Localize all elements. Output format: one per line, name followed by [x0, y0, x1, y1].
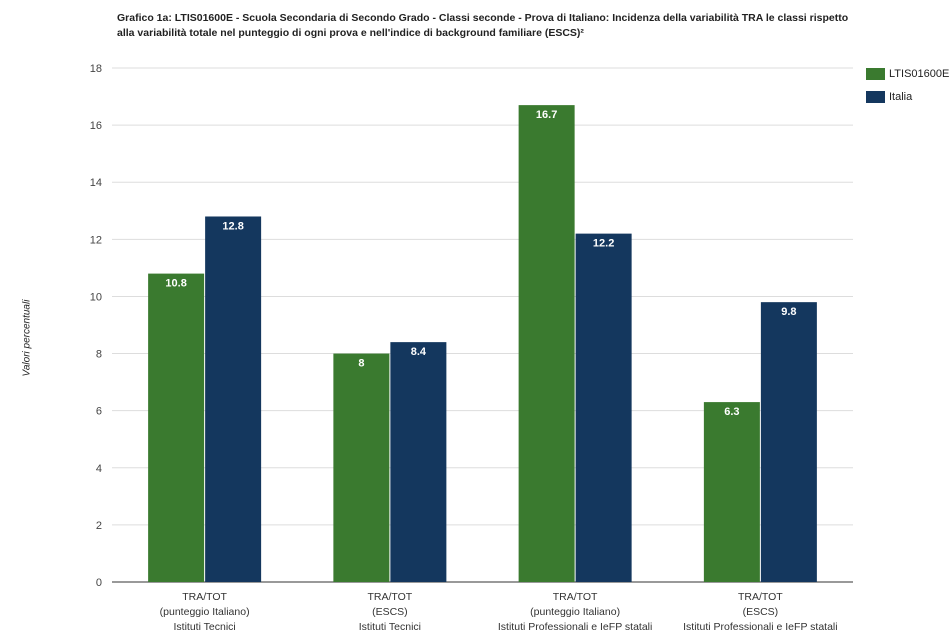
bar-ltis01600e: [333, 353, 390, 582]
y-tick-label: 14: [90, 177, 102, 189]
x-tick-label: Istituti Professionali e IeFP statali: [683, 621, 837, 633]
data-label: 12.8: [222, 220, 243, 232]
bar-italia: [205, 216, 262, 582]
data-label: 12.2: [593, 238, 614, 250]
data-label: 16.7: [536, 109, 557, 121]
y-tick-label: 6: [96, 406, 102, 418]
legend-label-ltis01600e: LTIS01600E: [889, 68, 950, 80]
x-tick-label: Istituti Tecnici: [174, 621, 236, 633]
y-tick-label: 16: [90, 120, 102, 132]
x-tick-label: TRA/TOT: [368, 591, 413, 603]
bar-italia: [760, 302, 817, 582]
legend-swatch-ltis01600e: [866, 68, 885, 80]
data-label: 8: [358, 358, 364, 370]
y-tick-label: 12: [90, 234, 102, 246]
x-tick-label: TRA/TOT: [553, 591, 598, 603]
bar-ltis01600e: [703, 402, 760, 582]
chart-title-line-1: Grafico 1a: LTIS01600E - Scuola Secondar…: [117, 12, 849, 24]
x-tick-label: (punteggio Italiano): [160, 606, 250, 618]
legend: LTIS01600E Italia: [866, 66, 949, 112]
legend-swatch-italia: [866, 91, 885, 103]
bar-italia: [390, 342, 447, 582]
legend-item-italia: Italia: [866, 89, 949, 105]
chart-title: Grafico 1a: LTIS01600E - Scuola Secondar…: [117, 11, 862, 41]
data-label: 6.3: [724, 406, 739, 418]
legend-item-ltis01600e: LTIS01600E: [866, 66, 949, 82]
x-tick-label: Istituti Tecnici: [359, 621, 421, 633]
y-tick-label: 2: [96, 520, 102, 532]
x-tick-label: Istituti Professionali e IeFP statali: [498, 621, 652, 633]
x-tick-label: TRA/TOT: [182, 591, 227, 603]
legend-label-italia: Italia: [889, 91, 913, 103]
data-label: 9.8: [781, 306, 796, 318]
data-label: 8.4: [411, 346, 427, 358]
y-tick-label: 8: [96, 349, 102, 361]
x-tick-label: TRA/TOT: [738, 591, 783, 603]
bar-italia: [575, 233, 632, 582]
bar-ltis01600e: [518, 105, 575, 582]
data-label: 10.8: [165, 278, 186, 290]
x-tick-label: (punteggio Italiano): [530, 606, 620, 618]
chart-title-line-2: alla variabilità totale nel punteggio di…: [117, 27, 584, 39]
bar-ltis01600e: [148, 273, 205, 582]
y-tick-label: 18: [90, 63, 102, 75]
y-tick-label: 4: [96, 463, 102, 475]
y-tick-label: 0: [96, 577, 102, 589]
y-tick-label: 10: [90, 291, 102, 303]
x-tick-label: (ESCS): [743, 606, 779, 618]
x-tick-label: (ESCS): [372, 606, 408, 618]
